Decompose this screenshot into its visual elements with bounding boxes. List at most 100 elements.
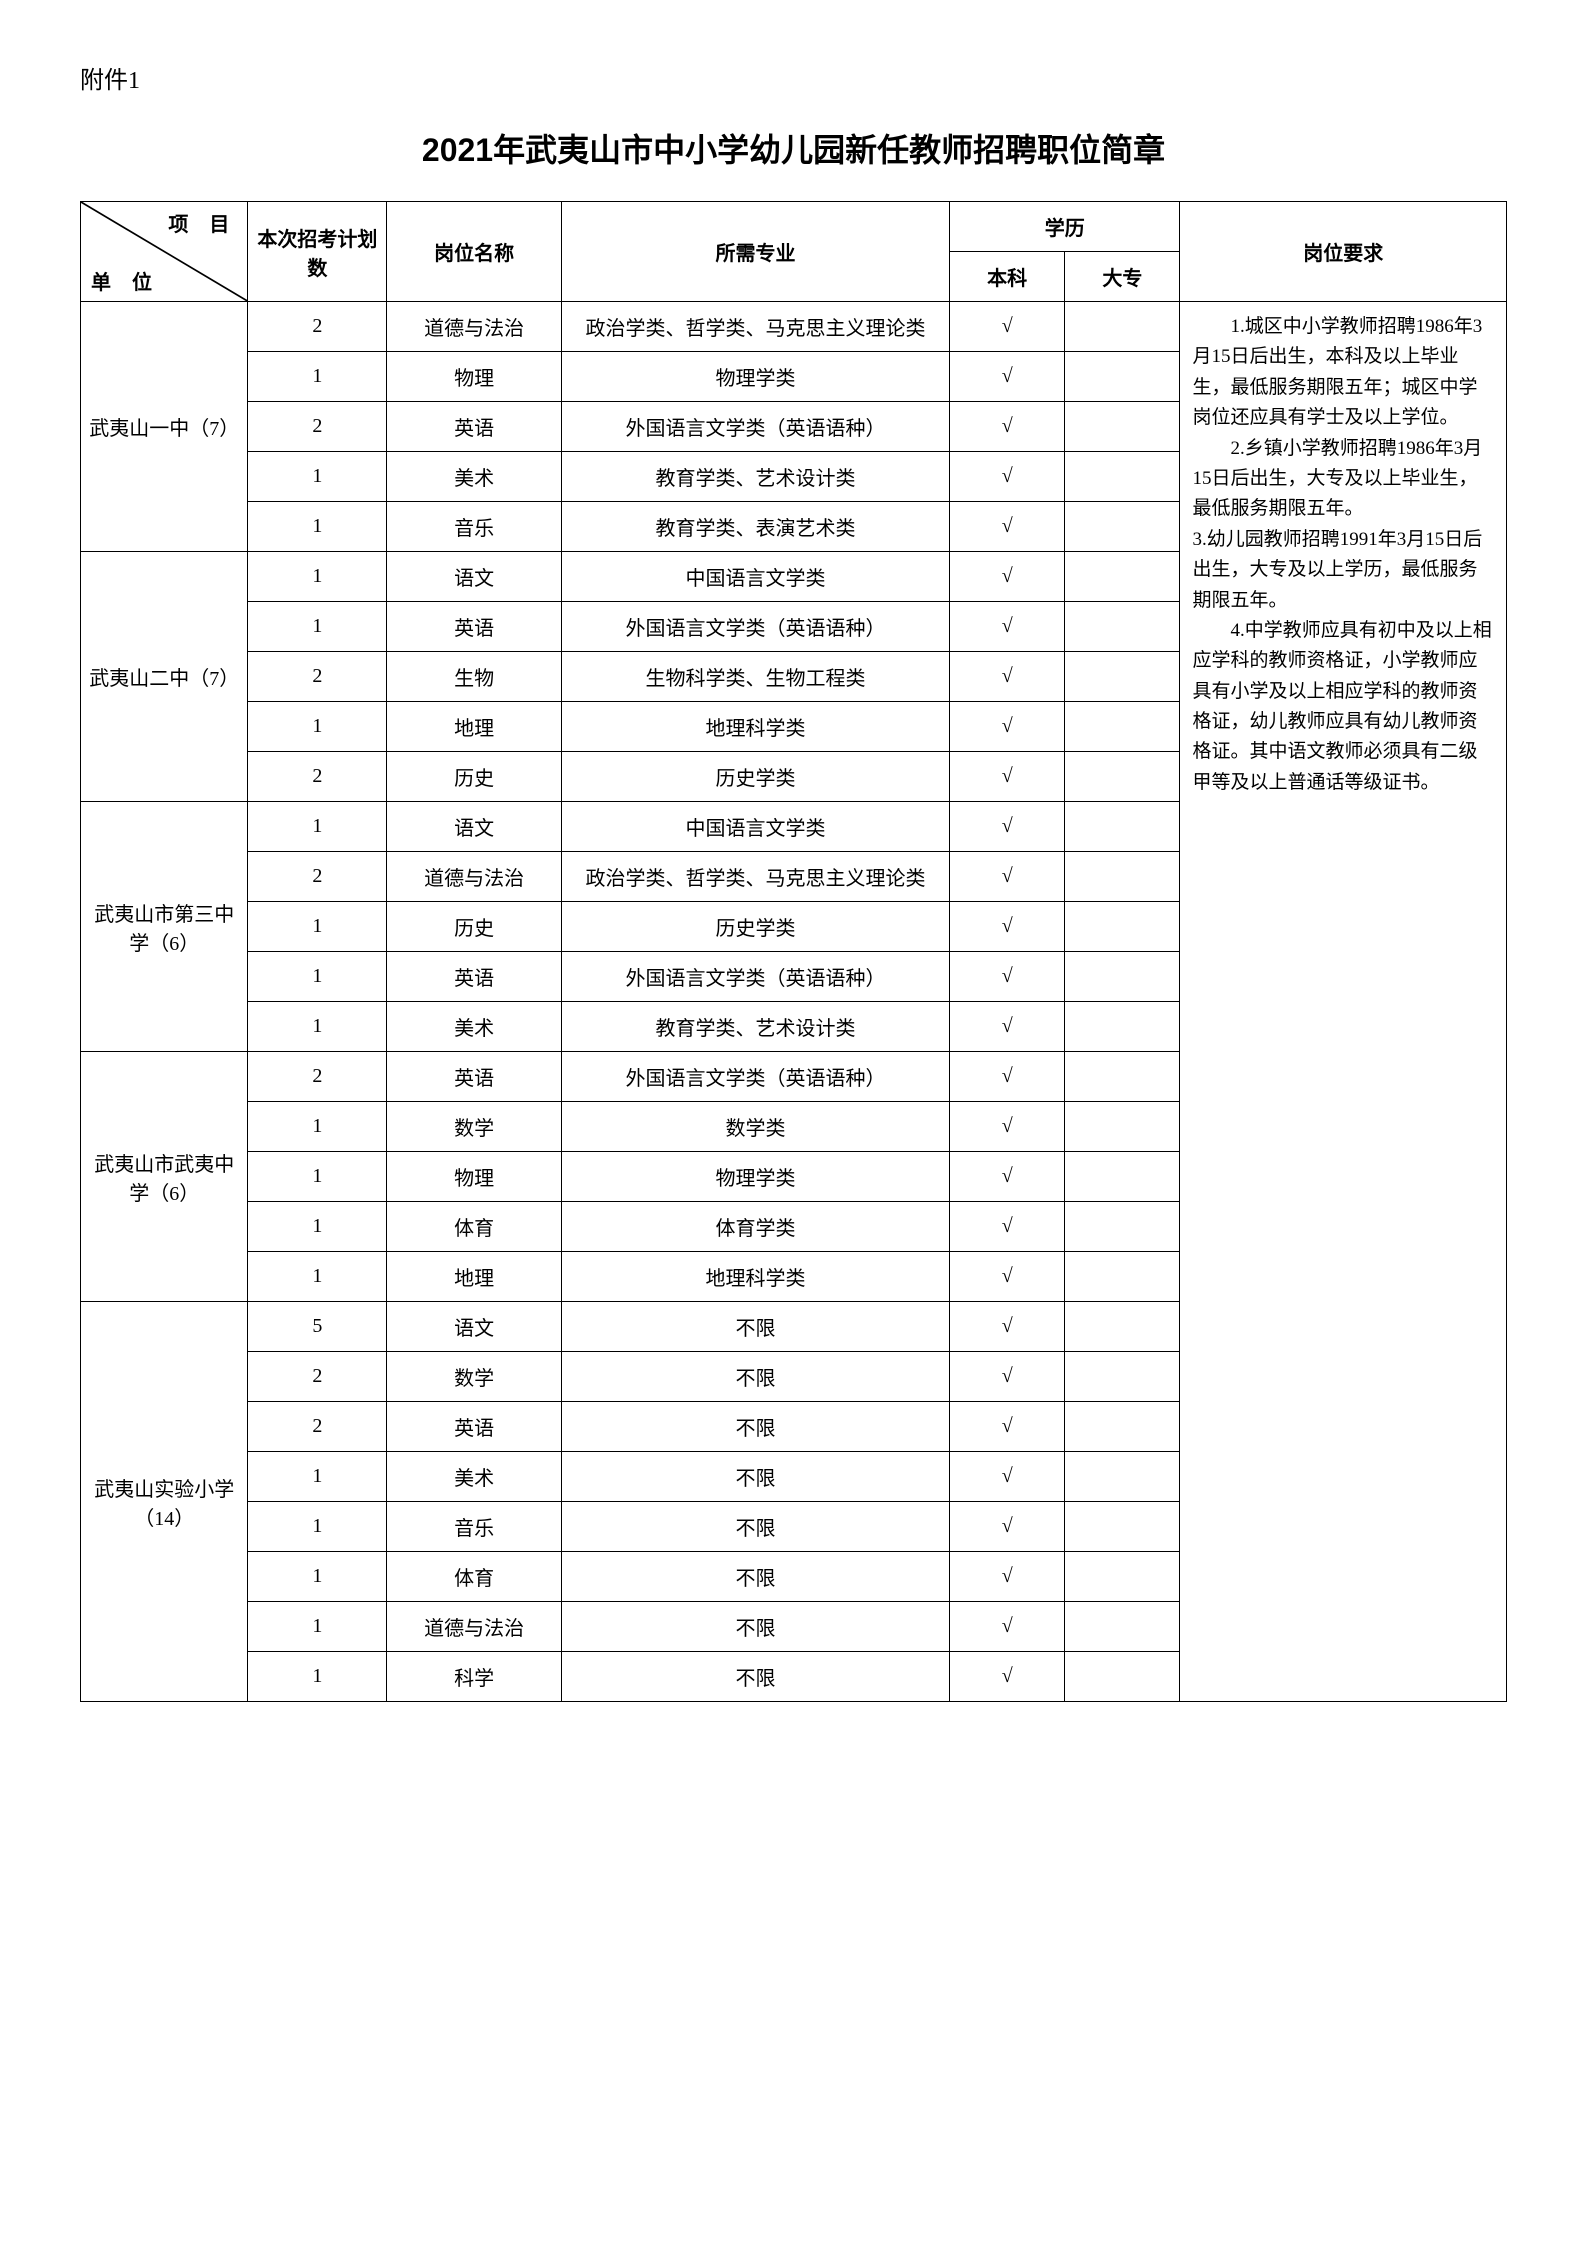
college-cell — [1065, 352, 1180, 402]
post-cell: 历史 — [387, 752, 562, 802]
count-cell: 1 — [248, 552, 387, 602]
major-cell: 历史学类 — [561, 902, 949, 952]
count-cell: 1 — [248, 1552, 387, 1602]
header-count: 本次招考计划数 — [248, 202, 387, 302]
bachelor-cell: √ — [950, 1102, 1065, 1152]
college-cell — [1065, 702, 1180, 752]
college-cell — [1065, 552, 1180, 602]
post-cell: 数学 — [387, 1102, 562, 1152]
college-cell — [1065, 1002, 1180, 1052]
major-cell: 不限 — [561, 1402, 949, 1452]
post-cell: 数学 — [387, 1352, 562, 1402]
bachelor-cell: √ — [950, 1552, 1065, 1602]
college-cell — [1065, 1602, 1180, 1652]
bachelor-cell: √ — [950, 952, 1065, 1002]
count-cell: 1 — [248, 902, 387, 952]
requirements-cell: 1.城区中小学教师招聘1986年3月15日后出生，本科及以上毕业生，最低服务期限… — [1180, 302, 1507, 1702]
college-cell — [1065, 1652, 1180, 1702]
major-cell: 物理学类 — [561, 1152, 949, 1202]
bachelor-cell: √ — [950, 302, 1065, 352]
major-cell: 不限 — [561, 1552, 949, 1602]
college-cell — [1065, 1052, 1180, 1102]
major-cell: 生物科学类、生物工程类 — [561, 652, 949, 702]
bachelor-cell: √ — [950, 602, 1065, 652]
bachelor-cell: √ — [950, 902, 1065, 952]
count-cell: 1 — [248, 1502, 387, 1552]
college-cell — [1065, 452, 1180, 502]
attachment-label: 附件1 — [80, 60, 1507, 95]
bachelor-cell: √ — [950, 402, 1065, 452]
count-cell: 1 — [248, 1202, 387, 1252]
major-cell: 不限 — [561, 1652, 949, 1702]
post-cell: 物理 — [387, 1152, 562, 1202]
post-cell: 物理 — [387, 352, 562, 402]
college-cell — [1065, 1102, 1180, 1152]
college-cell — [1065, 1452, 1180, 1502]
college-cell — [1065, 1552, 1180, 1602]
college-cell — [1065, 402, 1180, 452]
recruitment-table: 项 目 单 位 本次招考计划数 岗位名称 所需专业 学历 岗位要求 本科 大专 … — [80, 201, 1507, 1702]
major-cell: 外国语言文学类（英语语种） — [561, 602, 949, 652]
bachelor-cell: √ — [950, 452, 1065, 502]
count-cell: 1 — [248, 352, 387, 402]
bachelor-cell: √ — [950, 1252, 1065, 1302]
unit-cell: 武夷山一中（7） — [81, 302, 248, 552]
header-bachelor: 本科 — [950, 252, 1065, 302]
unit-cell: 武夷山市第三中学（6） — [81, 802, 248, 1052]
count-cell: 2 — [248, 302, 387, 352]
count-cell: 2 — [248, 1052, 387, 1102]
unit-cell: 武夷山实验小学（14） — [81, 1302, 248, 1702]
count-cell: 1 — [248, 1652, 387, 1702]
header-post: 岗位名称 — [387, 202, 562, 302]
college-cell — [1065, 1252, 1180, 1302]
college-cell — [1065, 1502, 1180, 1552]
major-cell: 教育学类、艺术设计类 — [561, 452, 949, 502]
page-title: 2021年武夷山市中小学幼儿园新任教师招聘职位简章 — [80, 125, 1507, 171]
count-cell: 2 — [248, 402, 387, 452]
major-cell: 外国语言文学类（英语语种） — [561, 402, 949, 452]
bachelor-cell: √ — [950, 1602, 1065, 1652]
post-cell: 科学 — [387, 1652, 562, 1702]
major-cell: 不限 — [561, 1352, 949, 1402]
post-cell: 道德与法治 — [387, 852, 562, 902]
post-cell: 道德与法治 — [387, 1602, 562, 1652]
major-cell: 教育学类、艺术设计类 — [561, 1002, 949, 1052]
major-cell: 地理科学类 — [561, 702, 949, 752]
post-cell: 美术 — [387, 1452, 562, 1502]
header-edu: 学历 — [950, 202, 1180, 252]
count-cell: 1 — [248, 1152, 387, 1202]
bachelor-cell: √ — [950, 752, 1065, 802]
post-cell: 美术 — [387, 452, 562, 502]
count-cell: 1 — [248, 502, 387, 552]
post-cell: 体育 — [387, 1202, 562, 1252]
college-cell — [1065, 852, 1180, 902]
count-cell: 1 — [248, 1002, 387, 1052]
post-cell: 英语 — [387, 1052, 562, 1102]
major-cell: 不限 — [561, 1502, 949, 1552]
major-cell: 不限 — [561, 1302, 949, 1352]
post-cell: 英语 — [387, 602, 562, 652]
count-cell: 1 — [248, 452, 387, 502]
post-cell: 历史 — [387, 902, 562, 952]
college-cell — [1065, 1402, 1180, 1452]
unit-cell: 武夷山二中（7） — [81, 552, 248, 802]
bachelor-cell: √ — [950, 802, 1065, 852]
bachelor-cell: √ — [950, 1202, 1065, 1252]
post-cell: 道德与法治 — [387, 302, 562, 352]
table-row: 武夷山一中（7）2道德与法治政治学类、哲学类、马克思主义理论类√1.城区中小学教… — [81, 302, 1507, 352]
bachelor-cell: √ — [950, 502, 1065, 552]
bachelor-cell: √ — [950, 852, 1065, 902]
college-cell — [1065, 652, 1180, 702]
bachelor-cell: √ — [950, 1502, 1065, 1552]
college-cell — [1065, 952, 1180, 1002]
count-cell: 1 — [248, 1602, 387, 1652]
count-cell: 2 — [248, 1402, 387, 1452]
header-diag-bottom: 单 位 — [91, 266, 160, 295]
count-cell: 2 — [248, 852, 387, 902]
major-cell: 物理学类 — [561, 352, 949, 402]
count-cell: 1 — [248, 702, 387, 752]
college-cell — [1065, 1202, 1180, 1252]
major-cell: 数学类 — [561, 1102, 949, 1152]
post-cell: 生物 — [387, 652, 562, 702]
count-cell: 1 — [248, 1252, 387, 1302]
